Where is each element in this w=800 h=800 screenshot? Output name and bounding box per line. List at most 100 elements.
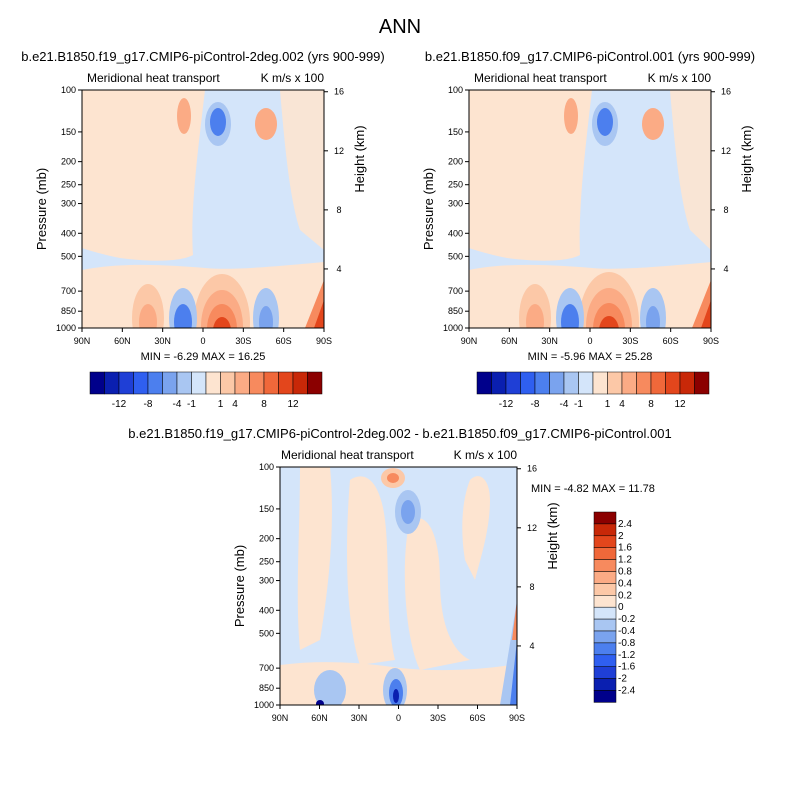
y-tick-label: 300 — [259, 576, 274, 586]
contour-positive-surface-tropics — [599, 316, 619, 328]
colorbar-swatch — [636, 371, 652, 395]
panel-left-string: Meridional heat transport — [281, 448, 414, 462]
colorbar-swatch — [263, 371, 279, 395]
contour-positive-antarctic — [701, 300, 711, 328]
y-tick-label: 150 — [61, 127, 76, 137]
colorbar-label: -1.2 — [618, 650, 636, 661]
contour-negative-surface-south — [646, 306, 660, 328]
colorbar-swatch — [104, 371, 120, 395]
colorbar-label: 0.2 — [618, 590, 632, 601]
y2-axis-label: Height (km) — [739, 125, 754, 192]
x-tick-label: 90S — [509, 713, 525, 723]
y-tick-label: 1000 — [443, 323, 463, 333]
colorbar-label: 8 — [261, 399, 267, 410]
y2-tick-label: 8 — [529, 582, 534, 592]
contour-negative-surface — [393, 689, 399, 703]
panel-right-string: K m/s x 100 — [648, 71, 712, 85]
colorbar-swatch — [694, 371, 710, 395]
x-tick-label: 30S — [235, 336, 251, 346]
y2-tick-label: 4 — [529, 641, 534, 651]
colorbar: -12 -8 -4 -1 1 4 8 12 — [476, 371, 710, 410]
contour-positive-surface-north — [139, 304, 157, 328]
panel-left-string: Meridional heat transport — [474, 71, 607, 85]
colorbar-swatch — [505, 371, 521, 395]
contour-positive-band — [462, 476, 490, 580]
contour-antarctic — [500, 600, 517, 705]
y-tick-label: 700 — [259, 663, 274, 673]
x-tick-label: 30S — [622, 336, 638, 346]
colorbar-swatch — [593, 606, 617, 620]
colorbar-swatch — [307, 371, 323, 395]
x-tick-label: 0 — [396, 713, 401, 723]
figure-title: ANN — [379, 16, 421, 38]
panel-right-string: K m/s x 100 — [261, 71, 325, 85]
axes: 90N 60N 30N 0 30S 60S 90S 100 150 200 250 300 400 500… — [232, 462, 560, 723]
x-tick-label: 60S — [276, 336, 292, 346]
axes: 90N 60N 30N 0 30S 60S 90S 100 150 200 250 300 400 500… — [34, 85, 367, 346]
x-tick-label: 30N — [541, 336, 558, 346]
colorbar-swatch — [593, 595, 617, 608]
colorbar-swatch — [650, 371, 666, 395]
x-tick-label: 0 — [200, 336, 205, 346]
colorbar-swatch — [133, 371, 149, 395]
colorbar-swatch — [593, 618, 617, 632]
colorbar-swatch — [592, 371, 608, 395]
y-tick-label: 200 — [448, 157, 463, 167]
colorbar-swatch — [191, 371, 207, 395]
colorbar-swatch — [607, 371, 623, 395]
colorbar-label: -4 — [560, 399, 569, 410]
colorbar-swatch — [593, 642, 617, 656]
x-tick-label: 90N — [461, 336, 478, 346]
stats-text: MIN = -5.96 MAX = 25.28 — [528, 351, 653, 363]
y-tick-label: 500 — [259, 628, 274, 638]
x-tick-label: 60S — [663, 336, 679, 346]
colorbar-swatch — [563, 371, 579, 395]
colorbar: 2.421.61.20.80.40.20-0.2-0.4-0.8-1.2-1.6… — [593, 511, 636, 703]
y2-tick-label: 4 — [723, 264, 728, 274]
colorbar-label: 4 — [619, 399, 625, 410]
contour-field — [280, 467, 517, 705]
colorbar-label: 0.8 — [618, 567, 632, 578]
panel-left-string: Meridional heat transport — [87, 71, 220, 85]
colorbar-swatch — [89, 371, 105, 395]
x-tick-label: 90S — [703, 336, 719, 346]
panel-right-string: K m/s x 100 — [454, 448, 518, 462]
colorbar-label: 1.2 — [618, 555, 632, 566]
x-tick-label: 0 — [587, 336, 592, 346]
colorbar-swatch — [593, 559, 617, 572]
contour-positive-antarctic — [314, 300, 324, 328]
panel-top-left: b.e21.B1850.f19_g17.CMIP6-piControl-2deg… — [21, 49, 385, 410]
stats-text: MIN = -4.82 MAX = 11.78 — [531, 483, 655, 495]
colorbar-label: 8 — [648, 399, 654, 410]
contour-field — [469, 90, 711, 328]
y2-axis-label: Height (km) — [545, 502, 560, 569]
contour-negative-surface-north — [174, 304, 192, 328]
panel-title: b.e21.B1850.f19_g17.CMIP6-piControl-2deg… — [21, 49, 385, 64]
colorbar-swatch — [593, 523, 617, 537]
colorbar-label: 4 — [232, 399, 238, 410]
colorbar-swatch — [593, 654, 617, 667]
contour-positive-upper-jet — [564, 98, 578, 134]
y-tick-label: 850 — [61, 306, 76, 316]
colorbar-label: -2.4 — [618, 686, 636, 697]
y2-tick-label: 12 — [527, 523, 537, 533]
x-tick-label: 30N — [154, 336, 171, 346]
y-tick-label: 1000 — [254, 700, 274, 710]
y-tick-label: 200 — [61, 157, 76, 167]
y-tick-label: 400 — [61, 228, 76, 238]
contour-positive-band — [404, 518, 470, 670]
y-tick-label: 100 — [448, 85, 463, 95]
colorbar-label: 2 — [618, 531, 624, 542]
contour-positive-band — [347, 476, 395, 665]
y-axis-label: Pressure (mb) — [232, 545, 247, 627]
y-tick-label: 300 — [61, 199, 76, 209]
contour-antarctic — [512, 600, 517, 640]
contour-field — [82, 90, 324, 328]
contour-positive-upper-south — [617, 90, 711, 250]
y2-tick-label: 8 — [336, 205, 341, 215]
y2-tick-label: 16 — [527, 464, 537, 474]
colorbar-swatch — [593, 511, 617, 525]
colorbar-swatch — [292, 371, 308, 395]
y-tick-label: 500 — [448, 251, 463, 261]
colorbar-swatch — [593, 547, 617, 560]
